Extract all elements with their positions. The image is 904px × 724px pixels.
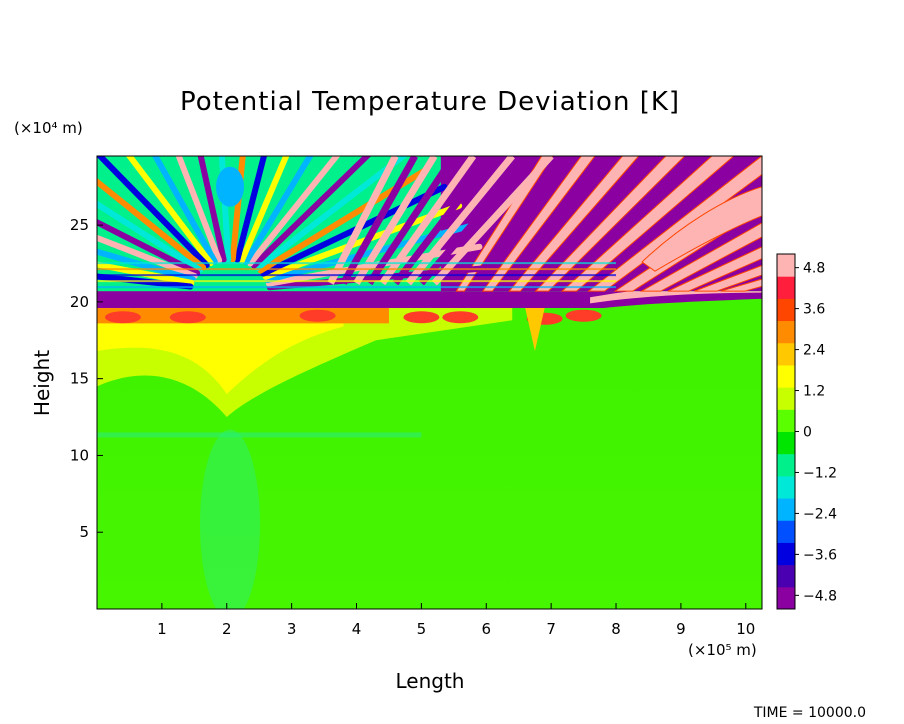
wave-crest [251, 156, 372, 269]
colorbar-label: −3.6 [803, 547, 837, 563]
wave-crest [97, 218, 201, 276]
wave-ray [508, 156, 640, 292]
wave-crest [405, 156, 515, 286]
y-tick-label: 5 [79, 523, 89, 541]
colorbar-swatch [777, 542, 795, 566]
colorbar-swatch [777, 276, 795, 299]
x-tick-label: 7 [546, 620, 556, 638]
wave-crest [431, 156, 554, 286]
x-tick-label: 8 [611, 620, 621, 638]
wave-ray [667, 246, 762, 292]
warm-plume [525, 308, 545, 352]
y-tick-label: 10 [70, 446, 89, 464]
chart-title: Potential Temperature Deviation [K] [180, 87, 680, 117]
colorbar-swatch [777, 298, 795, 322]
colorbar-label: −1.2 [803, 465, 837, 481]
x-tick-label: 9 [676, 620, 686, 638]
colorbar-swatch [777, 254, 795, 277]
wave-crest [254, 156, 409, 271]
cool-streak [97, 432, 422, 438]
wave-crest [392, 156, 496, 286]
heatmap-field [97, 156, 762, 609]
x-tick-label: 6 [481, 620, 491, 638]
cool-column [200, 429, 260, 609]
wave-crest [234, 156, 268, 263]
wave-ray [694, 264, 762, 292]
colorbar-label: 1.2 [803, 384, 825, 400]
warm-spot [104, 311, 141, 324]
wave-ray [455, 156, 554, 292]
x-tick-label: 1 [157, 620, 167, 638]
wave-crest [418, 156, 535, 286]
warm-layer-core [97, 308, 344, 395]
wave-crest [243, 156, 314, 265]
warm-spot [169, 311, 206, 324]
y-tick-label: 20 [70, 293, 89, 311]
x-axis: 1 2 3 4 5 6 7 8 9 10 [157, 603, 755, 638]
warm-spot [442, 311, 479, 324]
wave-ray [587, 156, 762, 292]
warm-spot [565, 309, 602, 322]
wave-ray [481, 156, 596, 292]
x-tick-label: 10 [736, 620, 755, 638]
colorbar-swatch [777, 320, 795, 344]
warm-layer-top [97, 308, 389, 324]
warm-spot [403, 311, 440, 324]
wave-crest [247, 156, 341, 267]
plot-frame [96, 155, 763, 610]
colorbar-swatch [777, 475, 795, 499]
wave-crest [327, 156, 399, 285]
wave-crest [264, 222, 474, 284]
colorbar-label: 0 [803, 425, 812, 441]
colorbar-swatch [777, 586, 795, 610]
wave-crest [366, 156, 457, 286]
y-tick-label: 25 [70, 216, 89, 234]
x-axis-title: Length [396, 669, 465, 693]
wave-ray [560, 156, 735, 292]
wave-crest [238, 156, 290, 264]
y-axis-unit: (×10⁴ m) [14, 119, 83, 137]
time-annotation: TIME = 10000.0 [753, 705, 866, 721]
wave-crest [97, 200, 203, 274]
wave-crest [175, 156, 223, 264]
colorbar-swatch [777, 520, 795, 543]
y-tick-label: 15 [70, 370, 89, 388]
y-axis: 5 10 15 20 25 [70, 216, 103, 541]
x-tick-label: 3 [287, 620, 297, 638]
wave-crest [353, 156, 438, 285]
wave-ray [639, 222, 762, 292]
wave-ray [720, 278, 762, 292]
colorbar-swatch [777, 431, 795, 455]
warm-spot [299, 309, 336, 322]
wave-crest [125, 156, 214, 267]
colorbar-swatch [777, 564, 795, 588]
colorbar-label: 4.8 [803, 261, 825, 277]
colorbar-swatch [777, 453, 795, 477]
colorbar-label: 2.4 [803, 343, 825, 359]
wave-ray [534, 156, 686, 292]
x-tick-label: 2 [222, 620, 232, 638]
wave-crest [97, 177, 207, 271]
colorbar-swatch [777, 498, 795, 521]
wave-crest [197, 156, 227, 263]
colorbar-label: −2.4 [803, 506, 837, 522]
wave-crest [340, 156, 418, 285]
wave-crest [151, 156, 218, 265]
colorbar: 4.8 3.6 2.4 1.2 0 −1.2 −2.4 −3.6 −4.8 [776, 253, 837, 610]
x-tick-label: 4 [352, 620, 362, 638]
colorbar-label: 3.6 [803, 302, 825, 318]
colorbar-swatch [777, 409, 795, 432]
colorbar-label: −4.8 [803, 588, 837, 604]
x-axis-unit: (×10⁵ m) [688, 641, 757, 659]
colorbar-swatch [777, 364, 795, 388]
wave-crest [379, 156, 477, 286]
cool-blob [216, 166, 244, 207]
wave-crest [97, 156, 210, 269]
y-axis-title: Height [30, 350, 54, 416]
x-tick-label: 5 [417, 620, 427, 638]
colorbar-swatch [777, 342, 795, 366]
wave-crest [97, 273, 194, 290]
colorbar-swatch [777, 387, 795, 410]
